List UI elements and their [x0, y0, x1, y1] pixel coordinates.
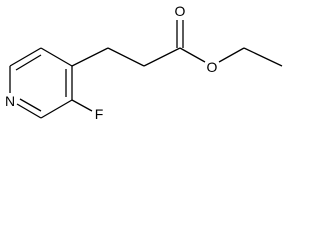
bond: [40, 99, 73, 119]
bond: [40, 47, 73, 67]
atom-label: O: [207, 59, 218, 75]
double-bond: [19, 98, 42, 112]
atom-label: N: [5, 93, 15, 109]
atom-label: O: [175, 3, 186, 19]
bond: [9, 47, 42, 67]
bond: [143, 47, 181, 67]
molecule-diagram: N F O O: [5, 3, 283, 122]
bond: [243, 47, 283, 67]
double-bond: [15, 54, 42, 71]
bonds: [9, 20, 283, 119]
bond: [16, 103, 42, 119]
bond: [218, 47, 245, 63]
bond: [71, 99, 93, 112]
atom-label: F: [95, 106, 104, 122]
bond: [179, 47, 206, 63]
bond: [107, 47, 145, 67]
bond: [71, 47, 109, 67]
